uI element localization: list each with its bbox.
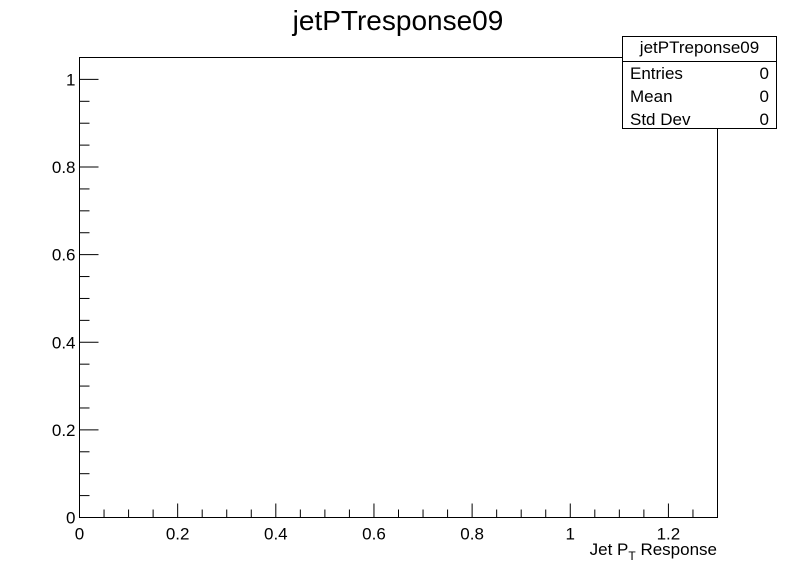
x-tick-label: 0.6: [362, 525, 386, 544]
x-axis-label: Jet PT Response: [590, 540, 717, 563]
stats-stddev-value: 0: [759, 110, 769, 129]
x-tick-label: 1.2: [657, 525, 681, 544]
stats-row-stddev: Std Dev 0: [623, 108, 776, 131]
y-tick-label: 1: [66, 70, 75, 89]
stats-box: jetPTreponse09 Entries 0 Mean 0 Std Dev …: [622, 36, 777, 129]
stats-row-mean: Mean 0: [623, 85, 776, 108]
stats-mean-value: 0: [759, 87, 769, 106]
x-tick-label: 0.8: [460, 525, 484, 544]
y-tick-label: 0.4: [52, 333, 76, 352]
x-tick-label: 0.2: [166, 525, 190, 544]
x-tick-label: 0: [75, 525, 84, 544]
stats-row-entries: Entries 0: [623, 62, 776, 85]
chart-title: jetPTresponse09: [292, 5, 504, 36]
x-axis-label-tail: Response: [636, 540, 717, 559]
y-tick-label: 0.6: [52, 246, 76, 265]
stats-entries-label: Entries: [630, 64, 683, 83]
y-tick-label: 0.8: [52, 158, 76, 177]
x-axis: 0 0.2 0.4 0.6 0.8 1 1.2: [75, 503, 718, 544]
stats-box-title: jetPTreponse09: [623, 37, 776, 62]
x-tick-label: 1: [566, 525, 575, 544]
x-axis-label-main: Jet P: [590, 540, 629, 559]
y-axis: 0 0.2 0.4 0.6 0.8 1: [52, 57, 99, 528]
stats-entries-value: 0: [759, 64, 769, 83]
stats-stddev-label: Std Dev: [630, 110, 691, 129]
x-tick-label: 0.4: [264, 525, 288, 544]
x-axis-label-subscript: T: [628, 549, 636, 563]
stats-mean-label: Mean: [630, 87, 673, 106]
y-tick-label: 0.2: [52, 421, 76, 440]
y-tick-label: 0: [66, 509, 75, 528]
